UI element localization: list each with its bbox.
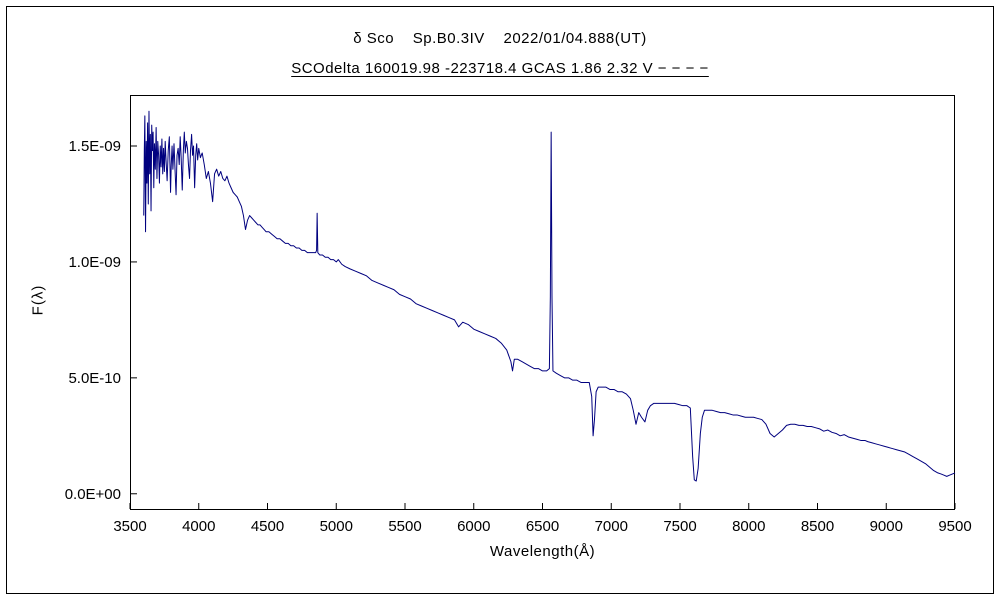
- x-tick-label: 7500: [663, 518, 696, 535]
- x-axis-label: Wavelength(Å): [489, 543, 596, 560]
- x-tick-label: 9000: [870, 518, 903, 535]
- x-tick-label: 6000: [457, 518, 490, 535]
- x-tick-label: 4500: [251, 518, 284, 535]
- y-tick-label: 0.0E+00: [65, 486, 121, 503]
- chart-title: δ Sco Sp.B0.3IV 2022/01/04.888(UT): [353, 30, 647, 47]
- x-tick-label: 5500: [388, 518, 421, 535]
- y-axis-label: F(λ): [29, 284, 47, 316]
- spectrum-line: [143, 110, 956, 482]
- y-tick-label: 5.0E-10: [68, 370, 121, 387]
- y-tick-label: 1.5E-09: [68, 138, 121, 155]
- x-tick-label: 8500: [801, 518, 834, 535]
- plot-border: [130, 95, 955, 510]
- x-tick-label: 6500: [526, 518, 559, 535]
- x-tick-label: 4000: [182, 518, 215, 535]
- x-tick-label: 8000: [732, 518, 765, 535]
- x-tick-label: 9500: [938, 518, 971, 535]
- x-tick-label: 5000: [320, 518, 353, 535]
- x-tick-label: 3500: [113, 518, 146, 535]
- spectrum-plot: 3500 4000 4500 5000 5500 6000 6500 7000 7500 8000…: [65, 95, 972, 535]
- x-tick-label: 7000: [595, 518, 628, 535]
- y-tick-label: 1.0E-09: [68, 254, 121, 271]
- chart-subtitle: SCOdelta 160019.98 -223718.4 GCAS 1.86 2…: [291, 60, 709, 77]
